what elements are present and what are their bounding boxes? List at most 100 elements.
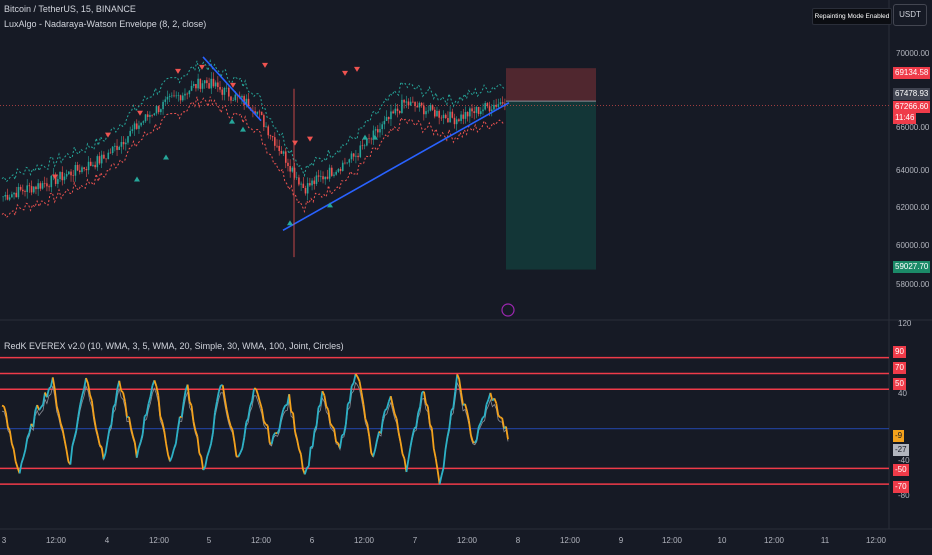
candle (103, 155, 105, 159)
osc-line-segment (23, 450, 25, 458)
price-tick: 66000.00 (896, 123, 929, 132)
candle (134, 123, 136, 129)
candle (309, 183, 311, 185)
osc-line-segment (483, 416, 485, 418)
candle (305, 188, 307, 193)
osc-line-segment (219, 385, 221, 391)
oscillator-legend[interactable]: RedK EVEREX v2.0 (10, WMA, 3, 5, WMA, 20… (4, 341, 344, 351)
osc-line-segment (295, 432, 297, 439)
osc-line-segment (264, 421, 266, 424)
candle (81, 167, 83, 172)
currency-button[interactable]: USDT (893, 4, 927, 26)
time-label: 12:00 (560, 536, 580, 545)
candle (256, 112, 258, 115)
symbol-legend[interactable]: Bitcoin / TetherUS, 15, BINANCE (4, 4, 136, 14)
candle (226, 88, 228, 89)
candle (278, 146, 280, 151)
candle (59, 172, 61, 179)
osc-line-segment (72, 439, 74, 447)
candle (344, 163, 346, 164)
osc-line-segment (309, 447, 311, 466)
candle (454, 118, 456, 124)
sell-signal-marker (262, 63, 268, 68)
osc-line-segment (65, 440, 67, 450)
candle (384, 121, 386, 124)
candle (495, 105, 497, 107)
osc-line-segment (318, 405, 320, 408)
candle (322, 176, 324, 179)
candle (274, 137, 276, 146)
candle (167, 97, 169, 100)
osc-line-segment (375, 440, 377, 450)
candle (224, 88, 226, 95)
osc-line-segment (412, 428, 414, 436)
osc-line-segment (444, 449, 446, 467)
osc-line-segment (397, 419, 399, 432)
candle (462, 115, 464, 119)
candle (99, 156, 101, 163)
price-tick: 64000.00 (896, 166, 929, 175)
candle (416, 106, 418, 107)
osc-line-segment (401, 442, 403, 454)
time-label: 12:00 (354, 536, 374, 545)
candle (370, 139, 372, 140)
candle (313, 181, 315, 184)
indicator-legend[interactable]: LuxAlgo - Nadaraya-Watson Envelope (8, 2… (4, 19, 206, 29)
level-tag-minus-70: -70 (893, 481, 909, 493)
osc-line-segment (240, 448, 242, 453)
candle (447, 118, 449, 122)
candle (368, 138, 370, 139)
candle (259, 112, 261, 113)
buy-signal-marker (362, 135, 368, 140)
candle (72, 175, 74, 176)
candle (230, 97, 232, 101)
osc-line-segment (445, 437, 447, 449)
candle (436, 111, 438, 117)
candle (480, 111, 482, 114)
repainting-mode-button[interactable]: Repainting Mode Enabled (812, 8, 892, 25)
osc-line-segment (285, 405, 287, 406)
candle (107, 153, 109, 159)
osc-line-segment (262, 409, 264, 421)
osc-line-segment (63, 429, 65, 439)
candle (362, 145, 364, 146)
level-tag-70: 70 (893, 362, 906, 374)
osc-line-segment (199, 453, 201, 457)
candle (9, 197, 11, 199)
candle (353, 153, 355, 156)
candle (331, 168, 333, 176)
osc-line-segment (467, 411, 469, 421)
candle (403, 100, 405, 103)
replay-icon[interactable] (502, 304, 514, 316)
candle (221, 90, 223, 95)
candle (399, 111, 401, 113)
candle (206, 80, 208, 83)
osc-line-segment (469, 421, 471, 436)
candle (92, 165, 94, 166)
candle (320, 176, 322, 177)
osc-line-segment (328, 410, 330, 423)
osc-line-segment (320, 391, 322, 405)
osc-line-segment (416, 413, 418, 427)
candle (261, 112, 263, 115)
candle (88, 162, 90, 170)
candle (4, 195, 6, 197)
buy-signal-marker (163, 155, 169, 160)
level-tag-minus-50: -50 (893, 464, 909, 476)
candle (381, 124, 383, 129)
osc-line-segment (434, 448, 436, 458)
osc-line-segment (289, 394, 291, 411)
osc-line-segment (174, 443, 176, 449)
osc-tick: 40 (898, 389, 907, 398)
osc-line-segment (399, 432, 401, 442)
candle (186, 94, 188, 95)
buy-signal-marker (229, 119, 235, 124)
candle (138, 125, 140, 128)
candle (40, 183, 42, 188)
osc-line-segment (350, 386, 352, 402)
candle (35, 187, 37, 189)
osc-line-segment (453, 391, 455, 408)
osc-line-segment (6, 413, 8, 427)
